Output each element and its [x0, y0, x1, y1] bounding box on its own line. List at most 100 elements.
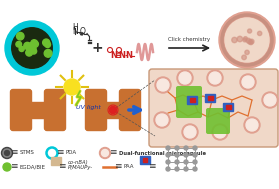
- Circle shape: [175, 146, 179, 150]
- FancyBboxPatch shape: [206, 108, 230, 134]
- Text: ≡: ≡: [10, 163, 18, 171]
- Text: N: N: [110, 51, 117, 60]
- Circle shape: [177, 70, 193, 86]
- Circle shape: [193, 146, 197, 150]
- Circle shape: [1, 147, 13, 159]
- Text: ≡: ≡: [10, 149, 18, 157]
- Circle shape: [28, 44, 36, 53]
- Circle shape: [44, 50, 52, 57]
- Circle shape: [193, 160, 197, 164]
- Circle shape: [43, 39, 50, 46]
- Bar: [223, 103, 233, 111]
- Polygon shape: [104, 102, 122, 118]
- Circle shape: [154, 112, 170, 128]
- Circle shape: [179, 72, 191, 84]
- Text: ≡: ≡: [114, 51, 121, 60]
- Circle shape: [258, 31, 262, 36]
- Circle shape: [212, 124, 228, 140]
- Circle shape: [102, 149, 109, 156]
- Circle shape: [175, 153, 179, 157]
- Circle shape: [247, 29, 252, 33]
- Circle shape: [31, 48, 37, 54]
- Polygon shape: [96, 102, 104, 118]
- Circle shape: [232, 37, 237, 43]
- Bar: [225, 105, 230, 109]
- Text: Click chemistry: Click chemistry: [169, 37, 211, 43]
- Circle shape: [12, 28, 52, 68]
- Circle shape: [155, 77, 171, 93]
- Circle shape: [32, 41, 39, 47]
- Text: H: H: [72, 22, 78, 32]
- Circle shape: [19, 46, 24, 52]
- Bar: [205, 94, 215, 102]
- Circle shape: [246, 38, 251, 43]
- Circle shape: [166, 146, 170, 150]
- Circle shape: [214, 126, 226, 138]
- Text: PDA: PDA: [66, 150, 77, 156]
- Circle shape: [225, 18, 269, 62]
- Circle shape: [109, 106, 117, 114]
- FancyBboxPatch shape: [119, 90, 141, 130]
- Circle shape: [209, 72, 221, 84]
- FancyBboxPatch shape: [50, 156, 61, 164]
- Text: ≡: ≡: [109, 149, 117, 157]
- Text: Dual-functional microcapsule: Dual-functional microcapsule: [119, 150, 206, 156]
- Circle shape: [242, 76, 254, 88]
- Text: N: N: [126, 51, 133, 60]
- Circle shape: [184, 153, 188, 157]
- Circle shape: [240, 74, 256, 90]
- FancyBboxPatch shape: [44, 90, 66, 130]
- Circle shape: [166, 153, 170, 157]
- Circle shape: [246, 119, 258, 131]
- Circle shape: [26, 49, 33, 56]
- Polygon shape: [47, 102, 55, 118]
- Circle shape: [27, 44, 33, 50]
- Circle shape: [4, 150, 9, 156]
- Circle shape: [3, 149, 11, 157]
- Bar: [208, 96, 213, 100]
- Circle shape: [64, 79, 80, 95]
- Circle shape: [184, 146, 188, 150]
- Circle shape: [249, 39, 254, 44]
- Circle shape: [157, 79, 169, 91]
- Circle shape: [219, 12, 275, 68]
- Circle shape: [28, 43, 35, 50]
- Circle shape: [244, 37, 247, 40]
- Text: -: -: [124, 51, 128, 60]
- Bar: [140, 156, 150, 164]
- Circle shape: [243, 38, 247, 42]
- Circle shape: [247, 40, 252, 44]
- Text: N: N: [119, 51, 126, 60]
- Bar: [187, 96, 197, 104]
- Text: +: +: [91, 41, 103, 55]
- Text: N: N: [72, 28, 78, 36]
- Text: EGDA/BIE: EGDA/BIE: [20, 164, 46, 170]
- Text: ≡: ≡: [58, 163, 66, 171]
- Circle shape: [245, 50, 249, 55]
- Circle shape: [237, 36, 243, 42]
- Text: ≡: ≡: [56, 149, 64, 157]
- Circle shape: [184, 160, 188, 164]
- Circle shape: [249, 40, 253, 45]
- Circle shape: [264, 94, 276, 106]
- Circle shape: [24, 42, 31, 49]
- Text: ≡: ≡: [114, 163, 122, 171]
- Circle shape: [193, 167, 197, 171]
- Polygon shape: [29, 102, 47, 118]
- Circle shape: [207, 70, 223, 86]
- Polygon shape: [122, 102, 130, 118]
- Text: O: O: [80, 28, 86, 36]
- Circle shape: [184, 126, 196, 138]
- FancyBboxPatch shape: [11, 90, 32, 130]
- Text: PAA: PAA: [124, 164, 134, 170]
- Circle shape: [184, 167, 188, 171]
- FancyBboxPatch shape: [149, 69, 278, 147]
- Polygon shape: [21, 102, 29, 118]
- Circle shape: [175, 160, 179, 164]
- Circle shape: [27, 47, 33, 52]
- Circle shape: [175, 167, 179, 171]
- Bar: [189, 98, 194, 102]
- Text: ≡: ≡: [148, 163, 156, 171]
- Circle shape: [242, 55, 246, 60]
- Text: P(MAUPy-: P(MAUPy-: [68, 164, 93, 170]
